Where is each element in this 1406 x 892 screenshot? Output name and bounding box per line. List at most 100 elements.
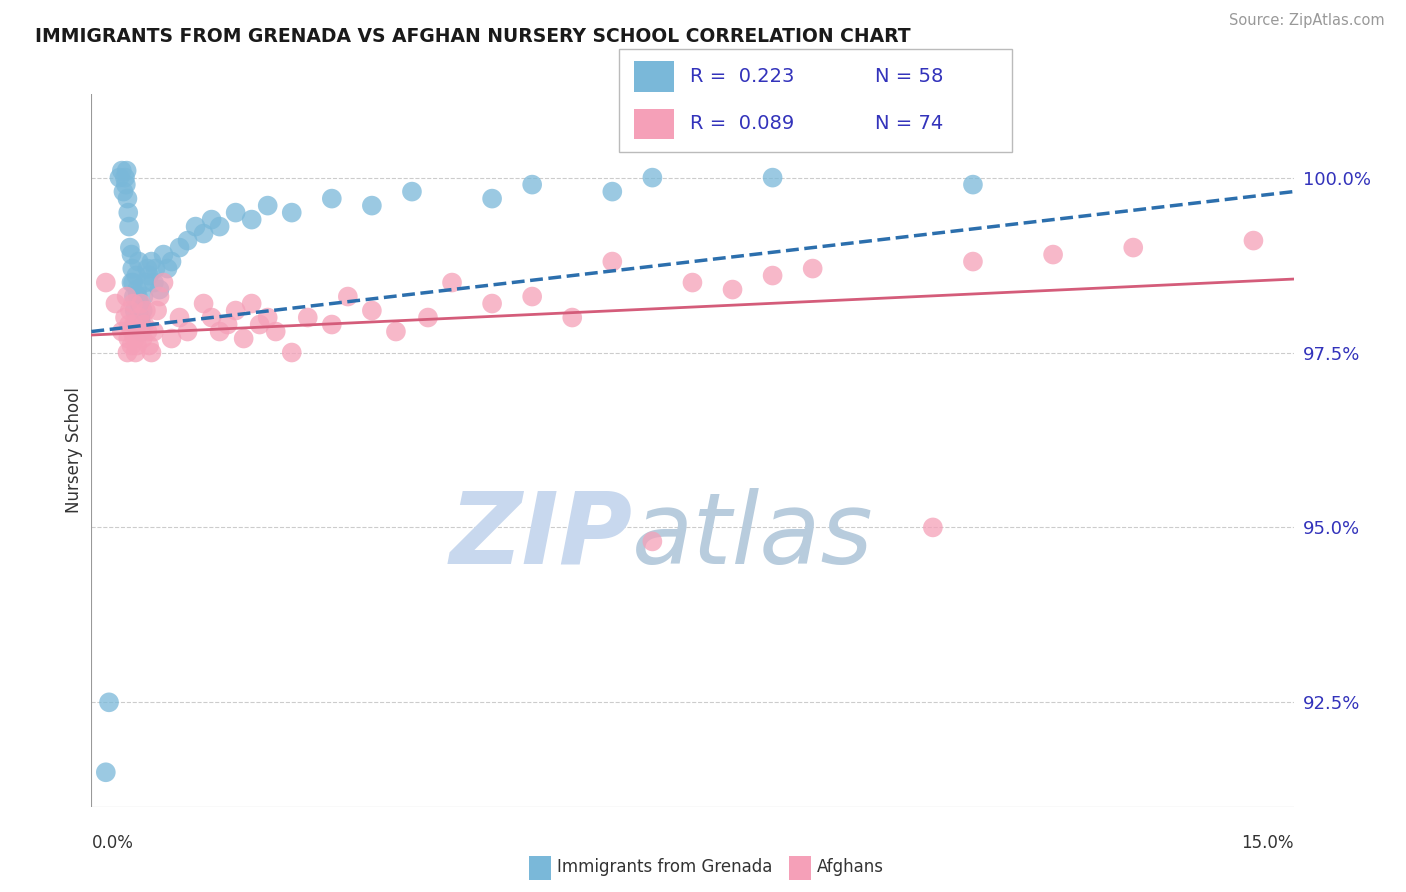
Point: [681, 276, 703, 290]
Point: [129, 296, 152, 310]
Point: [146, 303, 169, 318]
Point: [225, 205, 247, 219]
Point: [114, 310, 136, 325]
Point: [297, 310, 319, 325]
Point: [124, 332, 146, 346]
Point: [125, 338, 148, 352]
Point: [561, 310, 583, 325]
Point: [124, 303, 146, 318]
Point: [124, 345, 146, 359]
Point: [148, 283, 170, 297]
Point: [360, 303, 382, 318]
Point: [256, 198, 278, 212]
Point: [762, 268, 785, 283]
Point: [141, 254, 163, 268]
Point: [801, 261, 824, 276]
Point: [121, 276, 143, 290]
Point: [160, 332, 183, 346]
Point: [232, 332, 254, 346]
Point: [141, 345, 163, 359]
Point: [225, 303, 247, 318]
Point: [131, 303, 153, 318]
Point: [256, 310, 278, 325]
Point: [142, 276, 165, 290]
Point: [922, 520, 945, 534]
Point: [125, 268, 148, 283]
Point: [122, 296, 145, 310]
Point: [132, 289, 155, 303]
Point: [156, 261, 179, 276]
Point: [124, 318, 146, 332]
Point: [115, 178, 138, 192]
Point: [114, 170, 136, 185]
Point: [122, 276, 145, 290]
Point: [208, 219, 231, 234]
Point: [240, 212, 263, 227]
Point: [148, 289, 170, 303]
Point: [122, 318, 145, 332]
Point: [602, 185, 624, 199]
Point: [125, 283, 148, 297]
Point: [152, 247, 174, 261]
Point: [176, 234, 198, 248]
Point: [112, 185, 135, 199]
Point: [117, 332, 139, 346]
Point: [94, 765, 117, 780]
Point: [169, 310, 191, 325]
Point: [121, 247, 143, 261]
Point: [249, 318, 271, 332]
Point: [117, 345, 139, 359]
Point: [145, 261, 167, 276]
Point: [520, 289, 543, 303]
Text: Immigrants from Grenada: Immigrants from Grenada: [557, 858, 772, 876]
Point: [111, 163, 134, 178]
Point: [136, 325, 159, 339]
Point: [135, 303, 157, 318]
Point: [142, 325, 165, 339]
Point: [152, 276, 174, 290]
Point: [98, 695, 121, 709]
Point: [176, 325, 198, 339]
Point: [641, 534, 664, 549]
Point: [118, 303, 141, 318]
Point: [1042, 247, 1064, 261]
Text: N = 58: N = 58: [875, 67, 943, 87]
Point: [129, 325, 152, 339]
Point: [401, 185, 423, 199]
Text: 15.0%: 15.0%: [1241, 834, 1294, 852]
Point: [118, 219, 141, 234]
Point: [94, 276, 117, 290]
Point: [117, 205, 139, 219]
Point: [762, 170, 785, 185]
Text: R =  0.089: R = 0.089: [689, 114, 794, 134]
Point: [128, 254, 150, 268]
Text: R =  0.223: R = 0.223: [689, 67, 794, 87]
Point: [217, 318, 239, 332]
Point: [129, 310, 152, 325]
Point: [138, 268, 160, 283]
Point: [281, 205, 304, 219]
Point: [481, 192, 503, 206]
Y-axis label: Nursery School: Nursery School: [65, 387, 83, 514]
Point: [131, 318, 153, 332]
Point: [121, 325, 143, 339]
Point: [441, 276, 464, 290]
Point: [201, 310, 224, 325]
Point: [520, 178, 543, 192]
Text: IMMIGRANTS FROM GRENADA VS AFGHAN NURSERY SCHOOL CORRELATION CHART: IMMIGRANTS FROM GRENADA VS AFGHAN NURSER…: [35, 27, 911, 45]
Point: [321, 192, 343, 206]
Point: [134, 276, 156, 290]
Point: [108, 170, 131, 185]
Point: [115, 289, 138, 303]
Text: atlas: atlas: [633, 488, 875, 584]
Point: [962, 178, 984, 192]
Text: 0.0%: 0.0%: [91, 834, 134, 852]
Point: [128, 310, 150, 325]
Point: [128, 296, 150, 310]
Point: [264, 325, 287, 339]
Point: [193, 227, 215, 241]
Point: [122, 289, 145, 303]
Text: N = 74: N = 74: [875, 114, 943, 134]
Point: [385, 325, 408, 339]
Point: [138, 338, 160, 352]
